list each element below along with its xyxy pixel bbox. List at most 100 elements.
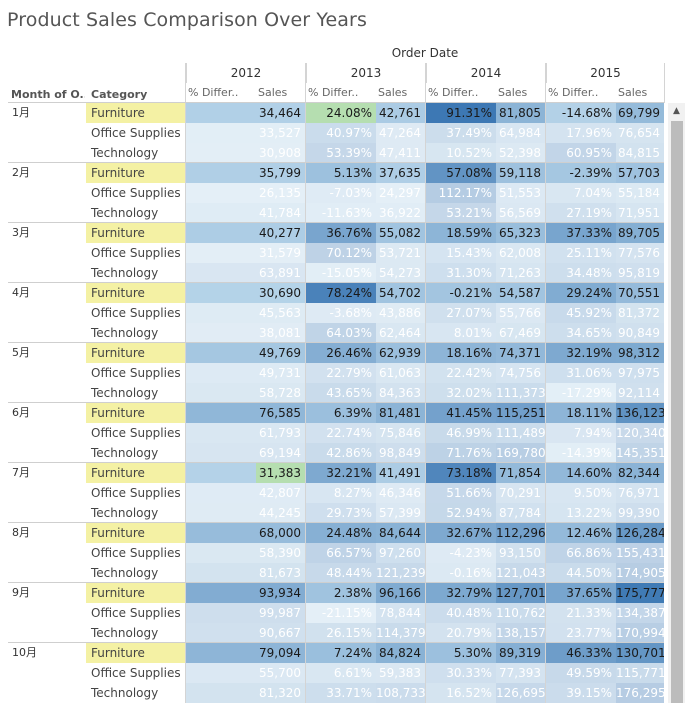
sales-cell[interactable]: 58,728 [256, 383, 305, 403]
pct-diff-cell[interactable]: 66.57% [306, 543, 376, 563]
category-label[interactable]: Technology [91, 626, 159, 640]
sales-cell[interactable]: 61,063 [376, 363, 425, 383]
pct-diff-cell[interactable]: 64.03% [306, 323, 376, 343]
sales-cell[interactable]: 41,784 [256, 203, 305, 223]
pct-diff-cell[interactable] [186, 683, 256, 703]
pct-diff-cell[interactable]: -14.39% [546, 443, 616, 463]
table-body[interactable]: 1月 Furniture 34,464 24.08% 42,761 91.31% 81,80… [0, 103, 668, 703]
pct-diff-cell[interactable] [186, 143, 256, 163]
pct-diff-cell[interactable]: -0.21% [426, 283, 496, 303]
sales-cell[interactable]: 77,393 [496, 663, 545, 683]
category-label[interactable]: Furniture [86, 643, 185, 663]
pct-diff-cell[interactable]: 26.46% [306, 343, 376, 363]
sales-cell[interactable]: 54,702 [376, 283, 425, 303]
pct-diff-cell[interactable]: 9.50% [546, 483, 616, 503]
category-label[interactable]: Office Supplies [91, 486, 181, 500]
category-label[interactable]: Furniture [86, 223, 185, 243]
sales-cell[interactable]: 55,766 [496, 303, 545, 323]
pct-diff-cell[interactable]: 71.76% [426, 443, 496, 463]
pct-diff-cell[interactable] [186, 183, 256, 203]
pct-diff-cell[interactable]: 18.11% [546, 403, 616, 423]
sales-cell[interactable]: 134,387 [616, 603, 664, 623]
sales-cell[interactable]: 82,344 [616, 463, 664, 483]
sales-cell[interactable]: 61,793 [256, 423, 305, 443]
sales-cell[interactable]: 130,701 [616, 643, 664, 663]
pct-diff-cell[interactable]: 37.65% [546, 583, 616, 603]
sales-cell[interactable]: 55,082 [376, 223, 425, 243]
pct-diff-cell[interactable] [186, 263, 256, 283]
category-label[interactable]: Technology [91, 386, 159, 400]
pct-diff-cell[interactable]: 21.33% [546, 603, 616, 623]
sales-cell[interactable]: 34,464 [256, 103, 305, 123]
pct-diff-cell[interactable]: 24.48% [306, 523, 376, 543]
sales-cell[interactable]: 49,769 [256, 343, 305, 363]
pct-diff-cell[interactable]: 15.43% [426, 243, 496, 263]
sales-cell[interactable]: 76,654 [616, 123, 664, 143]
pct-diff-cell[interactable]: 49.59% [546, 663, 616, 683]
pct-diff-cell[interactable]: 29.24% [546, 283, 616, 303]
sales-cell[interactable]: 56,569 [496, 203, 545, 223]
sales-cell[interactable]: 112,296 [496, 523, 545, 543]
pct-diff-cell[interactable]: -15.05% [306, 263, 376, 283]
pct-diff-cell[interactable] [186, 523, 256, 543]
pct-diff-cell[interactable]: 29.73% [306, 503, 376, 523]
pct-diff-cell[interactable]: 73.18% [426, 463, 496, 483]
sales-cell[interactable]: 90,667 [256, 623, 305, 643]
category-label[interactable]: Office Supplies [91, 426, 181, 440]
sales-cell[interactable]: 97,975 [616, 363, 664, 383]
pct-diff-cell[interactable] [186, 283, 256, 303]
sales-cell[interactable]: 155,431 [616, 543, 664, 563]
pct-diff-cell[interactable]: -21.15% [306, 603, 376, 623]
pct-diff-cell[interactable]: 5.13% [306, 163, 376, 183]
sales-cell[interactable]: 136,123 [616, 403, 664, 423]
sales-cell[interactable]: 31,579 [256, 243, 305, 263]
pct-diff-cell[interactable]: 36.76% [306, 223, 376, 243]
sales-cell[interactable]: 63,891 [256, 263, 305, 283]
category-label[interactable]: Office Supplies [91, 666, 181, 680]
pct-diff-cell[interactable]: 70.12% [306, 243, 376, 263]
pct-diff-cell[interactable]: 25.11% [546, 243, 616, 263]
category-label[interactable]: Furniture [86, 583, 185, 603]
pct-diff-cell[interactable]: -7.03% [306, 183, 376, 203]
sales-cell[interactable]: 33,527 [256, 123, 305, 143]
pct-diff-cell[interactable] [186, 343, 256, 363]
sales-cell[interactable]: 37,635 [376, 163, 425, 183]
sales-cell[interactable]: 87,784 [496, 503, 545, 523]
pct-diff-cell[interactable]: 66.86% [546, 543, 616, 563]
pct-diff-cell[interactable]: 18.16% [426, 343, 496, 363]
category-label[interactable]: Furniture [86, 103, 185, 123]
sales-cell[interactable]: 30,690 [256, 283, 305, 303]
pct-diff-cell[interactable]: 57.08% [426, 163, 496, 183]
sales-cell[interactable]: 111,373 [496, 383, 545, 403]
sales-cell[interactable]: 93,934 [256, 583, 305, 603]
pct-diff-cell[interactable] [186, 103, 256, 123]
sales-cell[interactable]: 30,908 [256, 143, 305, 163]
pct-diff-cell[interactable]: 78.24% [306, 283, 376, 303]
sales-cell[interactable]: 111,489 [496, 423, 545, 443]
category-label[interactable]: Technology [91, 446, 159, 460]
sales-cell[interactable]: 76,585 [256, 403, 305, 423]
category-label[interactable]: Furniture [86, 523, 185, 543]
sales-cell[interactable]: 35,799 [256, 163, 305, 183]
sales-cell[interactable]: 67,469 [496, 323, 545, 343]
pct-diff-cell[interactable] [186, 443, 256, 463]
pct-diff-cell[interactable]: 12.46% [546, 523, 616, 543]
pct-diff-cell[interactable]: 8.01% [426, 323, 496, 343]
pct-diff-cell[interactable]: -2.39% [546, 163, 616, 183]
sales-cell[interactable]: 69,799 [616, 103, 664, 123]
sales-cell[interactable]: 70,551 [616, 283, 664, 303]
sales-cell[interactable]: 99,390 [616, 503, 664, 523]
sales-cell[interactable]: 99,987 [256, 603, 305, 623]
pct-diff-cell[interactable]: 33.71% [306, 683, 376, 703]
sales-cell[interactable]: 84,824 [376, 643, 425, 663]
category-label[interactable]: Office Supplies [91, 366, 181, 380]
pct-diff-cell[interactable] [186, 503, 256, 523]
category-label[interactable]: Office Supplies [91, 306, 181, 320]
sales-cell[interactable]: 95,819 [616, 263, 664, 283]
pct-diff-cell[interactable] [186, 383, 256, 403]
pct-diff-cell[interactable]: 112.17% [426, 183, 496, 203]
pct-diff-cell[interactable]: 22.42% [426, 363, 496, 383]
pct-diff-cell[interactable]: 53.39% [306, 143, 376, 163]
sales-cell[interactable]: 89,705 [616, 223, 664, 243]
pct-diff-cell[interactable]: 43.65% [306, 383, 376, 403]
